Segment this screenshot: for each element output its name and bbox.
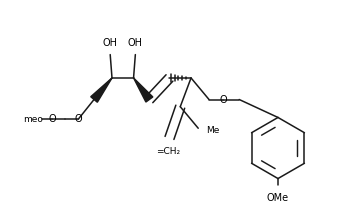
Text: O: O: [219, 94, 227, 104]
Text: =CH₂: =CH₂: [155, 147, 180, 156]
Polygon shape: [133, 78, 153, 102]
Text: OH: OH: [103, 38, 118, 48]
Text: O: O: [49, 114, 56, 124]
Text: Me: Me: [206, 125, 219, 135]
Text: meo: meo: [23, 115, 43, 124]
Text: OH: OH: [128, 38, 143, 48]
Text: O: O: [74, 114, 82, 124]
Text: OMe: OMe: [267, 193, 289, 203]
Polygon shape: [91, 78, 112, 102]
